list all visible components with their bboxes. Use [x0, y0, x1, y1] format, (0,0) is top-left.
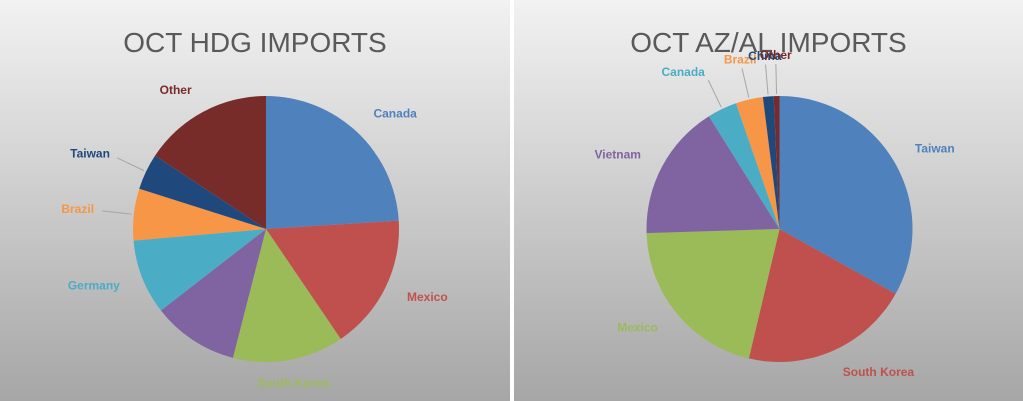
- pie-slice: [762, 96, 780, 229]
- pie-slice: [266, 220, 399, 340]
- leader-line: [101, 210, 132, 215]
- leader-line: [707, 79, 722, 108]
- leader-line: [116, 157, 145, 172]
- pie-slice: [708, 103, 780, 229]
- chart-title: OCT AZ/AL IMPORTS: [630, 27, 906, 58]
- data-label: Brazil: [61, 202, 94, 216]
- pie-slice: [773, 96, 780, 229]
- data-label: China: [748, 49, 782, 63]
- pie-slice: [133, 229, 266, 311]
- data-label: Other: [760, 48, 792, 62]
- pie-slice: [232, 229, 341, 362]
- data-label: Mexico: [617, 320, 658, 334]
- pie-slice: [160, 229, 266, 358]
- leader-line: [741, 68, 750, 98]
- pie-slice: [646, 116, 780, 234]
- data-label: Taiwan: [70, 147, 110, 161]
- pie-slice: [736, 97, 780, 230]
- pie-slice: [133, 188, 266, 241]
- pie-slice: [155, 96, 266, 229]
- chart: OCT AZ/AL IMPORTS Taiwan South Korea Mexico…: [514, 0, 1023, 401]
- pie-slice: [139, 155, 266, 229]
- pie-slice: [266, 96, 399, 229]
- pie-slice: [779, 96, 913, 294]
- leader-line: [765, 64, 769, 95]
- data-label: Mexico: [407, 290, 448, 304]
- leader-line: [775, 64, 778, 95]
- pie-slice: [646, 229, 780, 359]
- data-label: Canada: [661, 65, 705, 79]
- data-label: Canada: [373, 107, 417, 121]
- data-label: South Korea: [843, 365, 915, 379]
- data-label: Taiwan: [915, 142, 955, 156]
- data-label: Brazil: [724, 53, 757, 67]
- data-label: Other: [160, 83, 192, 97]
- pie-slice: [748, 229, 896, 362]
- data-label: South Korea: [257, 376, 329, 390]
- data-label: Vietnam: [595, 147, 641, 161]
- chart-title: OCT HDG IMPORTS: [123, 27, 386, 58]
- chart: OCT HDG IMPORTS Canada Mexico South Korea Ge…: [0, 0, 510, 401]
- data-label: Germany: [68, 279, 120, 293]
